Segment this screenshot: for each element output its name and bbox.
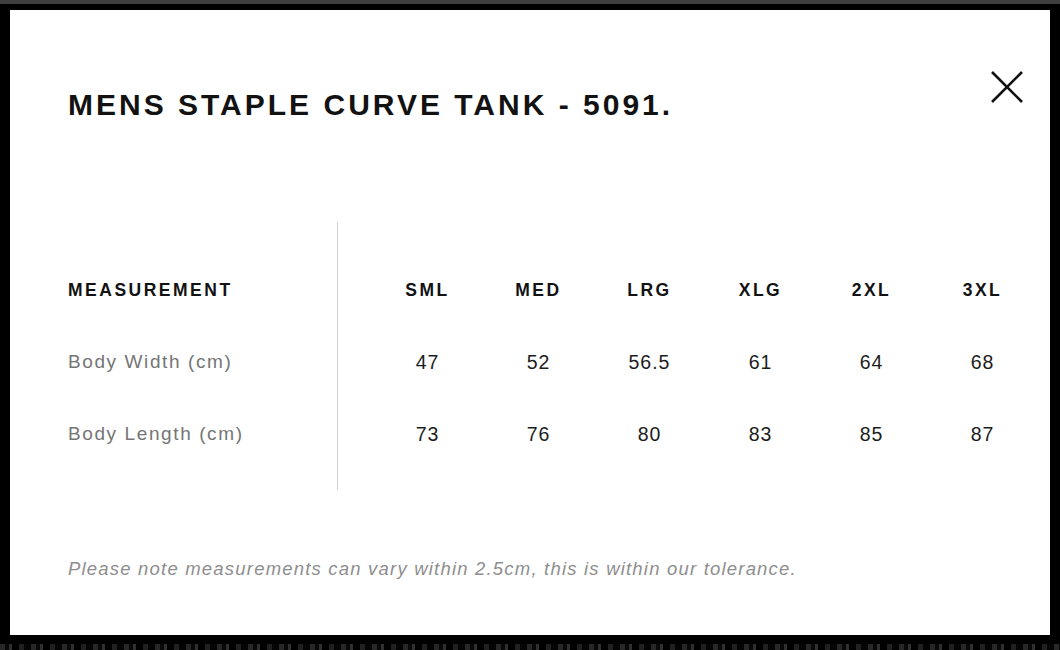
- measurement-header: MEASUREMENT: [68, 280, 372, 301]
- close-button[interactable]: [986, 66, 1028, 108]
- background-top-strip: [0, 0, 1060, 4]
- cell-value: 56.5: [594, 351, 705, 374]
- size-chart-table: MEASUREMENT SML MED LRG XLG 2XL 3XL Body…: [68, 254, 1048, 470]
- row-label: Body Width (cm): [68, 351, 372, 373]
- cell-value: 61: [705, 351, 816, 374]
- cell-value: 68: [927, 351, 1038, 374]
- modal-title: MENS STAPLE CURVE TANK - 5091.: [68, 88, 673, 122]
- column-header-med: MED: [483, 280, 594, 301]
- cell-value: 83: [705, 423, 816, 446]
- cell-value: 52: [483, 351, 594, 374]
- table-row-body-width: Body Width (cm) 47 52 56.5 61 64 68: [68, 326, 1048, 398]
- cell-value: 85: [816, 423, 927, 446]
- cell-value: 87: [927, 423, 1038, 446]
- size-chart-modal: MENS STAPLE CURVE TANK - 5091. MEASUREME…: [10, 10, 1050, 635]
- column-header-2xl: 2XL: [816, 280, 927, 301]
- column-header-xlg: XLG: [705, 280, 816, 301]
- column-header-lrg: LRG: [594, 280, 705, 301]
- table-row-body-length: Body Length (cm) 73 76 80 83 85 87: [68, 398, 1048, 470]
- cell-value: 76: [483, 423, 594, 446]
- background-page-sliver: [0, 644, 1060, 650]
- cell-value: 64: [816, 351, 927, 374]
- row-label: Body Length (cm): [68, 423, 372, 445]
- close-icon: [989, 69, 1025, 105]
- column-header-sml: SML: [372, 280, 483, 301]
- column-header-3xl: 3XL: [927, 280, 1038, 301]
- tolerance-note: Please note measurements can vary within…: [68, 558, 797, 580]
- cell-value: 73: [372, 423, 483, 446]
- table-header-row: MEASUREMENT SML MED LRG XLG 2XL 3XL: [68, 254, 1048, 326]
- cell-value: 80: [594, 423, 705, 446]
- cell-value: 47: [372, 351, 483, 374]
